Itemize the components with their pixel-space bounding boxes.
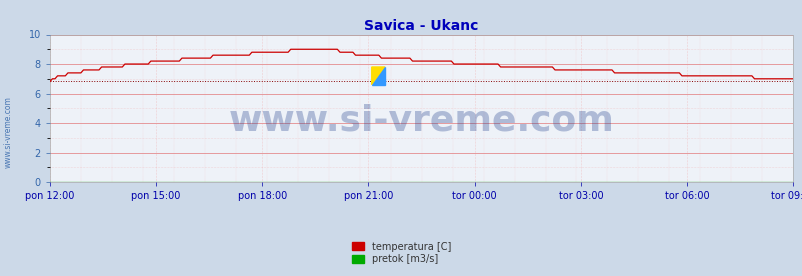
Polygon shape: [371, 67, 385, 85]
Legend: temperatura [C], pretok [m3/s]: temperatura [C], pretok [m3/s]: [348, 238, 454, 268]
Title: Savica - Ukanc: Savica - Ukanc: [364, 19, 478, 33]
Polygon shape: [371, 67, 385, 85]
Text: www.si-vreme.com: www.si-vreme.com: [229, 103, 614, 137]
Text: www.si-vreme.com: www.si-vreme.com: [3, 97, 13, 168]
